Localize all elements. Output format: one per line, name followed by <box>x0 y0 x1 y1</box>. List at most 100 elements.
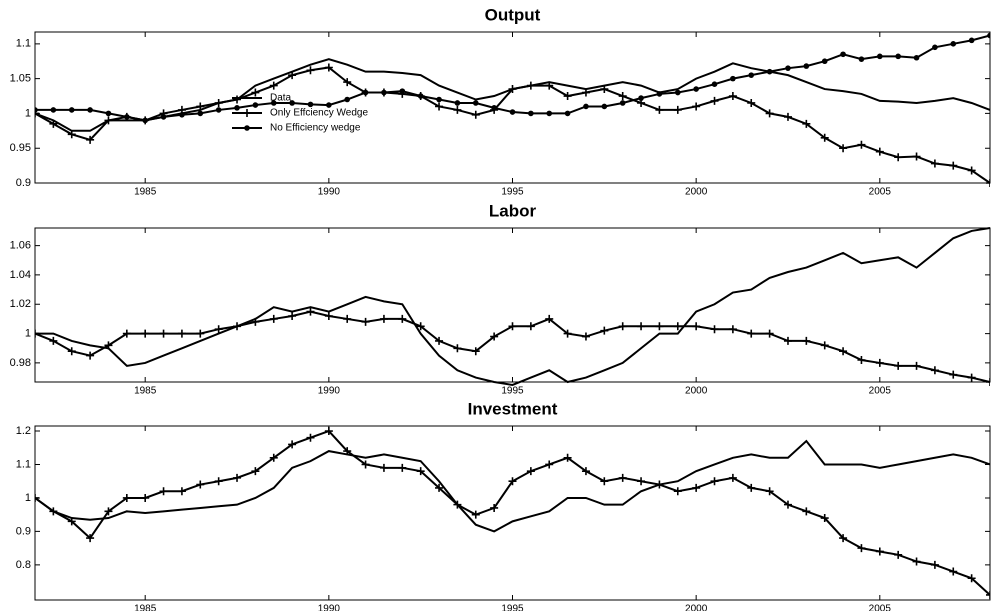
legend-label: Only Effciency Wedge <box>270 108 368 119</box>
y-tick-label: 1.02 <box>10 298 31 310</box>
marker <box>839 144 848 153</box>
marker <box>747 329 756 338</box>
marker <box>692 322 701 331</box>
y-tick-label: 0.98 <box>10 357 31 369</box>
series-group <box>35 427 990 599</box>
marker <box>912 557 921 566</box>
marker <box>472 100 479 106</box>
x-tick-label: 1995 <box>501 604 524 611</box>
y-tick-label: 1.1 <box>16 38 31 50</box>
marker <box>655 322 664 331</box>
marker <box>987 32 990 39</box>
marker <box>857 356 866 364</box>
marker <box>545 314 554 323</box>
legend-label: No Efficiency wedge <box>270 123 361 134</box>
marker <box>673 322 682 331</box>
marker <box>491 105 497 111</box>
marker <box>747 98 756 107</box>
marker <box>986 378 990 386</box>
marker <box>490 332 499 341</box>
marker <box>233 473 242 482</box>
marker <box>398 314 407 323</box>
marker <box>196 480 205 489</box>
marker <box>288 71 297 80</box>
marker <box>326 102 332 108</box>
marker <box>251 317 260 326</box>
marker <box>637 322 646 331</box>
marker <box>453 344 462 353</box>
marker <box>673 487 682 496</box>
marker <box>509 109 516 115</box>
marker <box>86 135 95 144</box>
marker <box>177 329 186 338</box>
marker <box>159 487 168 496</box>
marker <box>398 463 407 472</box>
y-tick-label: 0.9 <box>16 177 31 189</box>
marker <box>379 463 388 472</box>
marker <box>783 336 792 345</box>
y-tick-label: 1.1 <box>16 458 31 470</box>
marker <box>104 116 113 125</box>
marker <box>949 161 958 170</box>
marker <box>196 102 205 111</box>
marker <box>728 92 737 101</box>
marker <box>692 483 701 492</box>
marker <box>783 112 792 121</box>
marker <box>104 341 113 350</box>
marker <box>379 314 388 323</box>
marker <box>416 467 425 476</box>
plot-frame <box>34 227 991 383</box>
marker <box>546 110 553 117</box>
marker <box>471 510 480 519</box>
marker <box>49 119 58 128</box>
x-tick-label: 2000 <box>685 604 708 611</box>
y-tick-label: 0.95 <box>10 142 31 154</box>
y-tick-label: 0.8 <box>16 559 31 571</box>
marker <box>435 483 444 492</box>
marker <box>416 322 425 331</box>
marker <box>728 325 737 334</box>
marker <box>160 114 167 120</box>
x-tick-label: 1985 <box>134 604 157 611</box>
marker <box>877 53 883 60</box>
marker <box>564 110 571 117</box>
marker <box>67 347 76 356</box>
marker <box>637 477 646 486</box>
marker <box>435 102 444 111</box>
plot-frame <box>34 425 991 601</box>
marker <box>949 370 958 379</box>
x-tick-label: 2005 <box>869 604 892 611</box>
marker <box>324 427 333 436</box>
x-tick-label: 1990 <box>318 187 341 198</box>
marker <box>35 329 39 338</box>
marker <box>251 88 260 97</box>
marker <box>526 322 535 331</box>
marker <box>600 85 609 94</box>
marker <box>324 312 333 320</box>
legend-marker <box>244 125 250 131</box>
y-tick-label: 1.04 <box>10 269 31 281</box>
marker <box>673 105 682 114</box>
legend-marker <box>243 109 251 117</box>
marker <box>913 54 920 61</box>
marker <box>839 347 848 356</box>
marker <box>142 117 148 124</box>
marker <box>67 130 76 139</box>
marker <box>710 96 719 105</box>
chart-title: Output <box>485 5 541 24</box>
marker <box>894 153 903 162</box>
marker <box>453 105 462 114</box>
chart-title: Labor <box>489 201 537 220</box>
marker <box>269 314 278 323</box>
marker <box>765 109 774 118</box>
marker <box>490 503 499 512</box>
marker <box>710 477 719 486</box>
marker <box>508 322 517 331</box>
marker <box>343 78 352 87</box>
x-tick-label: 2005 <box>869 386 892 397</box>
x-tick-label: 2005 <box>869 187 892 198</box>
marker <box>528 110 534 117</box>
marker <box>49 336 58 345</box>
marker <box>618 322 627 331</box>
x-tick-label: 2000 <box>685 386 708 397</box>
